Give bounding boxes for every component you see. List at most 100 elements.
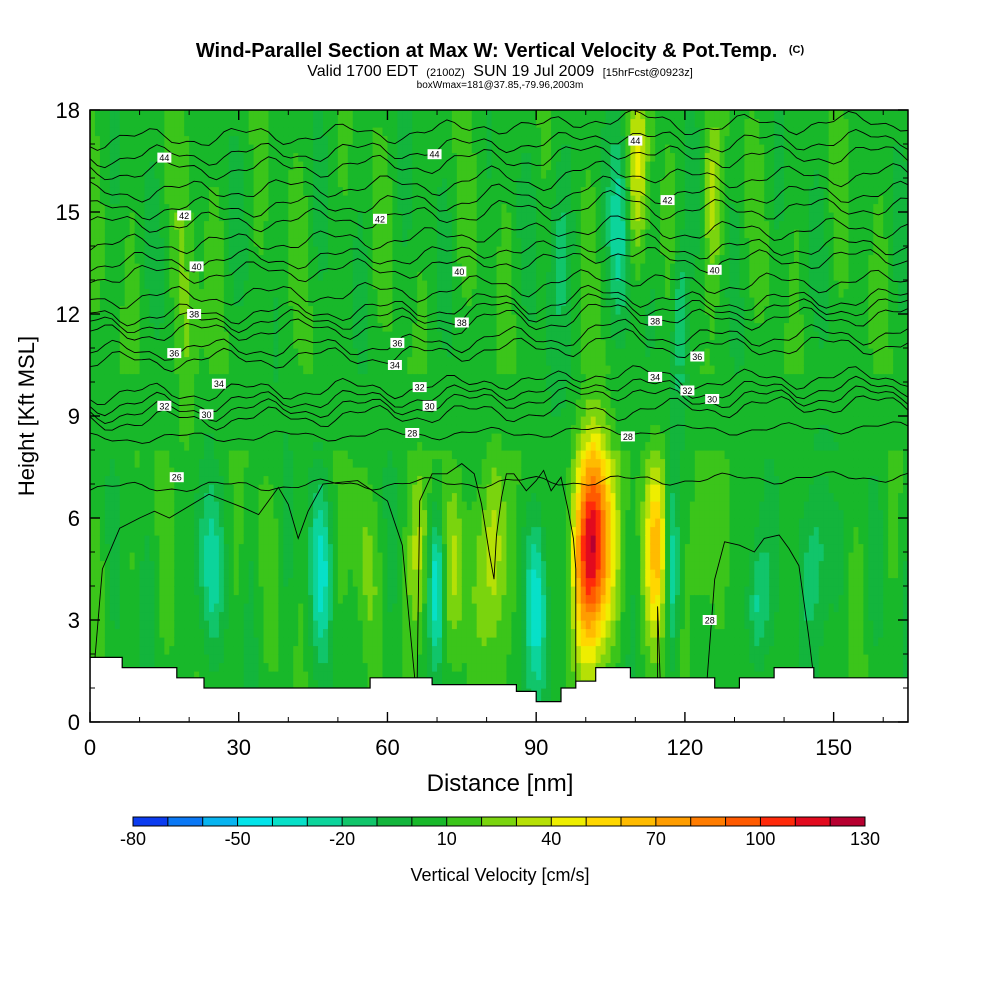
velocity-cell xyxy=(104,467,111,477)
velocity-cell xyxy=(397,628,403,638)
velocity-cell xyxy=(427,186,433,196)
velocity-cell xyxy=(253,543,260,553)
velocity-cell xyxy=(164,492,170,502)
velocity-cell xyxy=(278,526,284,536)
velocity-cell xyxy=(208,246,215,256)
velocity-cell xyxy=(119,127,126,137)
velocity-cell xyxy=(303,382,309,392)
velocity-cell xyxy=(169,492,175,502)
velocity-cell xyxy=(243,458,250,468)
velocity-cell xyxy=(144,603,151,613)
velocity-cell xyxy=(243,110,250,120)
velocity-cell xyxy=(318,110,324,120)
velocity-cell xyxy=(258,535,265,545)
velocity-cell xyxy=(367,297,374,307)
velocity-cell xyxy=(337,220,344,230)
velocity-cell xyxy=(238,229,245,239)
velocity-cell xyxy=(342,526,349,536)
velocity-cell xyxy=(228,263,235,273)
velocity-cell xyxy=(129,543,136,553)
velocity-cell xyxy=(357,467,364,477)
velocity-cell xyxy=(199,475,205,485)
velocity-cell xyxy=(164,331,170,341)
velocity-cell xyxy=(278,637,284,647)
velocity-cell xyxy=(149,509,156,519)
velocity-cell xyxy=(387,458,394,468)
velocity-cell xyxy=(208,543,215,553)
velocity-cell xyxy=(387,594,394,604)
velocity-cell xyxy=(194,637,200,647)
velocity-cell xyxy=(263,373,270,383)
velocity-cell xyxy=(204,144,210,154)
velocity-cell xyxy=(194,169,200,179)
velocity-cell xyxy=(352,186,359,196)
velocity-cell xyxy=(154,518,161,528)
velocity-cell xyxy=(337,484,344,494)
velocity-cell xyxy=(179,424,185,434)
velocity-cell xyxy=(382,552,389,562)
subtitle-part-4: [15hrFcst@0923z] xyxy=(603,67,693,79)
velocity-cell xyxy=(417,484,423,494)
velocity-cell xyxy=(129,220,136,230)
velocity-cell xyxy=(164,424,170,434)
velocity-cell xyxy=(298,560,304,570)
velocity-cell xyxy=(342,484,349,494)
velocity-cell xyxy=(382,271,389,281)
velocity-cell xyxy=(323,152,329,162)
velocity-cell xyxy=(104,645,111,655)
velocity-cell xyxy=(313,127,319,137)
velocity-cell xyxy=(90,322,96,332)
velocity-cell xyxy=(223,433,230,443)
velocity-cell xyxy=(263,280,270,290)
velocity-cell xyxy=(258,467,265,477)
velocity-cell xyxy=(347,399,354,409)
velocity-cell xyxy=(318,390,324,400)
velocity-cell xyxy=(362,594,369,604)
velocity-cell xyxy=(164,416,170,426)
velocity-cell xyxy=(104,280,111,290)
velocity-cell xyxy=(303,654,309,664)
velocity-cell xyxy=(377,110,384,120)
velocity-cell xyxy=(184,484,190,494)
velocity-cell xyxy=(258,399,265,409)
velocity-cell xyxy=(337,475,344,485)
velocity-cell xyxy=(347,526,354,536)
velocity-cell xyxy=(308,212,314,222)
velocity-cell xyxy=(278,679,284,689)
velocity-cell xyxy=(114,127,121,137)
velocity-cell xyxy=(387,535,394,545)
velocity-cell xyxy=(357,620,364,630)
velocity-cell xyxy=(422,654,428,664)
velocity-cell xyxy=(372,195,379,205)
velocity-cell xyxy=(174,569,180,579)
velocity-cell xyxy=(243,373,250,383)
velocity-cell xyxy=(372,161,379,171)
velocity-cell xyxy=(298,679,304,689)
velocity-cell xyxy=(228,441,235,451)
velocity-cell xyxy=(397,620,403,630)
velocity-cell xyxy=(129,314,136,324)
velocity-cell xyxy=(372,518,379,528)
velocity-cell xyxy=(253,586,260,596)
velocity-cell xyxy=(357,229,364,239)
velocity-cell xyxy=(273,220,279,230)
velocity-cell xyxy=(228,161,235,171)
velocity-cell xyxy=(417,263,423,273)
velocity-cell xyxy=(382,331,389,341)
velocity-cell xyxy=(194,552,200,562)
velocity-cell xyxy=(223,552,230,562)
velocity-cell xyxy=(367,118,374,128)
velocity-cell xyxy=(327,161,334,171)
velocity-cell xyxy=(184,271,190,281)
velocity-cell xyxy=(332,373,339,383)
velocity-cell xyxy=(218,280,225,290)
velocity-cell xyxy=(149,603,156,613)
velocity-cell xyxy=(392,314,398,324)
velocity-cell xyxy=(99,620,106,630)
velocity-cell xyxy=(159,169,165,179)
velocity-cell xyxy=(109,458,116,468)
velocity-cell xyxy=(90,212,96,222)
velocity-cell xyxy=(337,628,344,638)
velocity-cell xyxy=(109,433,116,443)
velocity-cell xyxy=(332,254,339,264)
